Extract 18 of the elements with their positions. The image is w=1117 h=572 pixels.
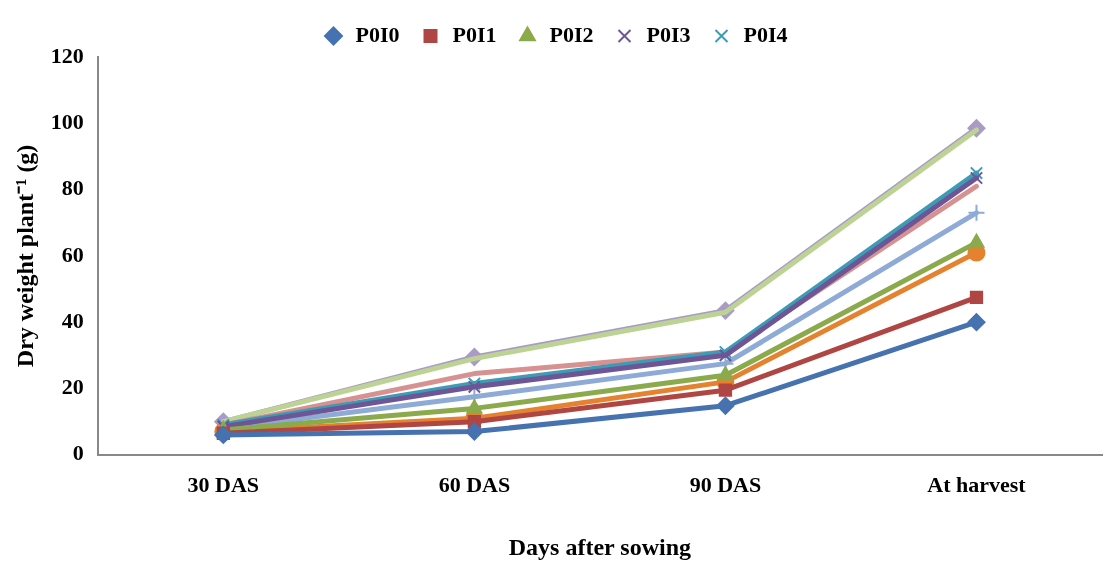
y-tick-label: 0: [72, 440, 84, 466]
x-axis-title: Days after sowing: [508, 533, 692, 560]
legend-label: P0I3: [646, 21, 691, 47]
legend-label: P0I4: [743, 21, 788, 47]
legend-label: P0I1: [452, 21, 497, 47]
y-axis-title: Dry weight plant⁻¹ (g): [11, 144, 38, 368]
y-tick-label: 80: [61, 175, 84, 201]
x-tick-label: 30 DAS: [187, 471, 260, 497]
y-tick-label: 40: [61, 307, 84, 333]
y-tick-label: 20: [61, 374, 84, 400]
legend-label: P0I0: [355, 21, 400, 47]
x-tick-label: 90 DAS: [689, 471, 762, 497]
y-tick-label: 100: [50, 108, 84, 134]
y-tick-label: 120: [50, 42, 84, 68]
x-tick-label: 60 DAS: [438, 471, 511, 497]
x-tick-label: At harvest: [927, 471, 1027, 497]
y-tick-label: 60: [61, 241, 84, 267]
legend-label: P0I2: [549, 21, 594, 47]
